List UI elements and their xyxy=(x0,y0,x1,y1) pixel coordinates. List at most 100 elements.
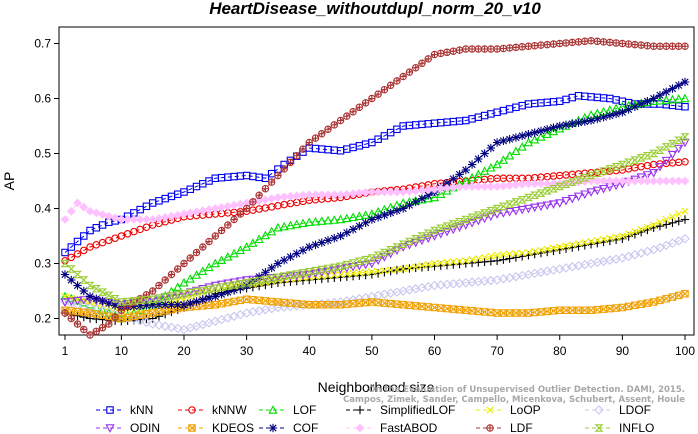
data-point-ldf xyxy=(236,210,245,218)
data-point-inflo xyxy=(104,291,114,300)
data-point-loop xyxy=(474,254,482,263)
data-point-inflo xyxy=(361,255,371,264)
data-point-ldf xyxy=(493,45,501,53)
data-point-fastabod xyxy=(217,202,226,212)
data-point-odin xyxy=(649,169,659,178)
x-tick-label: 1 xyxy=(62,344,69,358)
data-point-ldf xyxy=(599,38,608,46)
data-point-inflo xyxy=(536,189,546,197)
data-point-inflo xyxy=(141,296,151,304)
data-point-cof xyxy=(643,97,652,106)
data-point-cof xyxy=(561,120,571,130)
data-point-knnw xyxy=(73,250,82,258)
series-markers-kdeos xyxy=(61,289,689,323)
data-point-ldf xyxy=(474,45,483,53)
data-point-inflo xyxy=(480,209,490,217)
data-point-odin xyxy=(674,144,684,154)
data-point-lof xyxy=(548,126,559,136)
data-point-ldf xyxy=(386,81,395,90)
data-point-ldf xyxy=(437,49,445,58)
data-point-fastabod xyxy=(260,195,270,205)
data-point-inflo xyxy=(667,139,678,148)
data-point-loop xyxy=(481,253,489,262)
data-point-ldf xyxy=(274,171,282,180)
data-point-lof xyxy=(436,189,446,198)
data-point-knnw xyxy=(130,227,138,236)
data-point-ldf xyxy=(105,320,113,328)
data-point-inflo xyxy=(523,193,533,202)
legend-item-ldf: LDF xyxy=(476,421,533,434)
legend-item-fastabod: FastABOD xyxy=(346,421,438,434)
y-tick-label: 0.5 xyxy=(34,147,51,161)
data-point-fastabod xyxy=(98,210,108,219)
data-point-knn xyxy=(98,221,107,229)
data-point-inflo xyxy=(611,162,621,171)
data-point-loop xyxy=(412,263,420,271)
data-point-ldf xyxy=(167,270,176,279)
data-point-cof xyxy=(342,228,352,237)
data-point-fastabod xyxy=(79,202,89,212)
data-point-cof xyxy=(517,131,527,141)
data-point-knn xyxy=(61,248,69,257)
data-point-cof xyxy=(317,238,326,247)
x-tick-label: 40 xyxy=(303,344,317,358)
data-point-lof xyxy=(511,146,521,156)
data-point-inflo xyxy=(567,178,577,186)
data-point-inflo xyxy=(542,187,552,195)
data-point-fastabod xyxy=(661,176,671,186)
y-tick-label: 0.7 xyxy=(34,37,51,51)
data-point-inflo xyxy=(91,285,101,293)
data-point-ldf xyxy=(424,55,432,63)
data-point-loop xyxy=(675,210,683,218)
data-point-kdeos xyxy=(618,303,627,312)
data-point-ldf xyxy=(349,107,357,116)
data-point-cof xyxy=(167,300,176,309)
data-point-inflo xyxy=(674,136,684,145)
data-point-inflo xyxy=(517,195,527,204)
legend-marker-fastabod xyxy=(355,423,365,433)
data-point-odin xyxy=(511,206,521,216)
data-point-inflo xyxy=(148,295,158,304)
x-tick-label: 10 xyxy=(115,344,129,358)
data-point-inflo xyxy=(486,206,496,215)
data-point-lof xyxy=(467,172,477,182)
data-point-knn xyxy=(505,105,514,113)
data-point-ldf xyxy=(224,221,232,229)
data-point-cof xyxy=(543,125,552,134)
data-point-cof xyxy=(267,263,276,273)
data-point-odin xyxy=(680,138,690,148)
data-point-inflo xyxy=(617,160,627,169)
data-point-fastabod xyxy=(267,194,277,204)
data-point-cof xyxy=(336,231,345,241)
data-point-cof xyxy=(467,160,477,169)
data-point-fastabod xyxy=(129,215,139,224)
data-point-knn xyxy=(480,111,489,120)
data-point-ldf xyxy=(643,41,652,50)
data-point-odin xyxy=(642,171,653,180)
data-point-cof xyxy=(348,225,358,234)
legend-label-lof: LOF xyxy=(293,403,316,417)
data-point-lof xyxy=(542,129,552,138)
data-point-fastabod xyxy=(311,190,320,200)
data-point-loop xyxy=(499,251,507,259)
data-point-ldf xyxy=(606,38,614,47)
data-point-ldof xyxy=(147,319,158,329)
data-point-knn xyxy=(562,95,570,104)
data-point-inflo xyxy=(323,264,333,273)
data-point-inflo xyxy=(586,171,596,180)
data-point-kdeos xyxy=(518,309,526,317)
data-point-loop xyxy=(531,247,539,255)
data-point-fastabod xyxy=(473,182,483,191)
legend-label-kdeos: KDEOS xyxy=(212,421,254,434)
data-point-inflo xyxy=(154,294,164,302)
legend-item-cof: COF xyxy=(259,421,318,434)
data-point-kdeos xyxy=(662,294,670,303)
data-point-cof xyxy=(179,300,189,309)
data-point-odin xyxy=(655,162,665,172)
data-point-lof xyxy=(674,94,684,103)
data-point-lof xyxy=(680,93,690,103)
data-point-ldf xyxy=(199,243,207,251)
data-point-fastabod xyxy=(223,201,233,211)
data-point-fastabod xyxy=(636,176,646,186)
data-point-cof xyxy=(455,170,464,179)
